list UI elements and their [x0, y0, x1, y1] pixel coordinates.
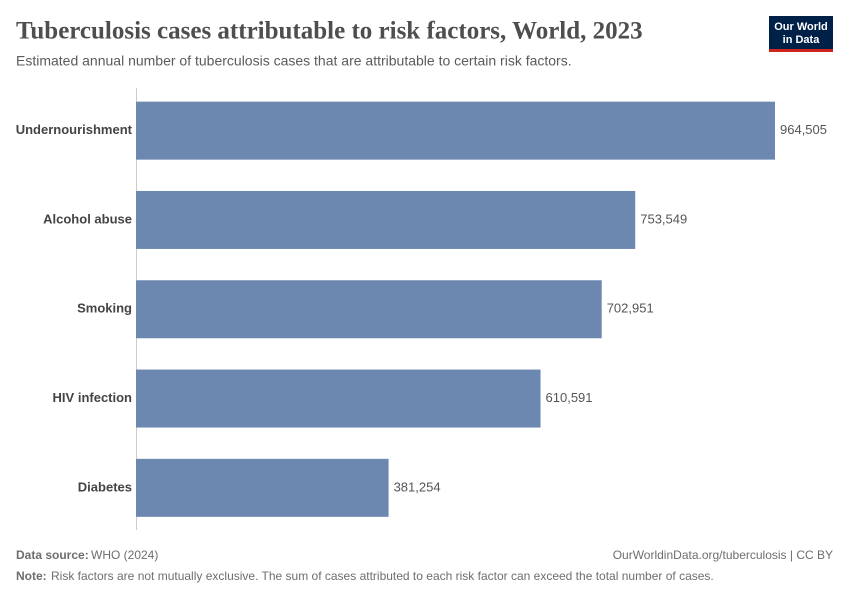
bar	[136, 190, 636, 249]
value-label: 964,505	[780, 122, 827, 137]
value-label: 610,591	[546, 390, 593, 405]
bar	[136, 369, 541, 428]
source-label: Data source:	[16, 548, 89, 562]
note: Risk factors are not mutually exclusive.…	[51, 569, 714, 583]
value-label: 702,951	[607, 301, 654, 316]
chart-subtitle: Estimated annual number of tuberculosis …	[16, 53, 572, 69]
logo-text: in Data	[783, 34, 821, 46]
category-label: Diabetes	[78, 479, 132, 494]
category-label: HIV infection	[53, 390, 133, 405]
category-label: Undernourishment	[16, 122, 133, 137]
chart-title: Tuberculosis cases attributable to risk …	[16, 18, 643, 45]
value-label: 753,549	[640, 211, 687, 226]
source: WHO (2024)	[91, 548, 158, 562]
category-label: Alcohol abuse	[43, 211, 132, 226]
note-label: Note:	[16, 569, 47, 583]
bar	[136, 280, 602, 339]
category-label: Smoking	[77, 301, 132, 316]
value-label: 381,254	[394, 479, 441, 494]
logo[interactable]: Our World in Data	[769, 16, 833, 52]
bar	[136, 101, 775, 160]
credit[interactable]: OurWorldinData.org/tuberculosis | CC BY	[613, 548, 833, 562]
logo-text: Our World	[774, 21, 828, 33]
bar	[136, 458, 389, 517]
logo-box	[769, 16, 833, 50]
logo-stripe	[769, 49, 833, 52]
